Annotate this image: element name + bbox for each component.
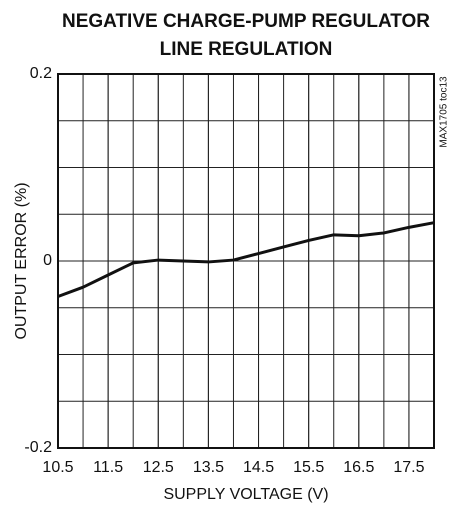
x-tick-label: 13.5 [193,459,224,476]
x-tick-label: 16.5 [343,459,374,476]
chart-title: NEGATIVE CHARGE-PUMP REGULATOR [62,11,430,32]
data-line [57,221,435,298]
y-axis-label: OUTPUT ERROR (%) [13,182,30,339]
y-tick-label: 0.2 [30,65,52,82]
x-tick-label: 12.5 [143,459,174,476]
annotation: MAX1705 toc13 [439,76,450,148]
x-tick-label: 10.5 [42,459,73,476]
x-tick-label: 11.5 [93,459,123,476]
y-tick-label: -0.2 [24,439,52,456]
chart-title: LINE REGULATION [160,39,333,60]
y-tick-label: 0 [43,252,52,269]
x-tick-label: 15.5 [293,459,324,476]
x-tick-label: 17.5 [393,459,424,476]
x-tick-label: 14.5 [243,459,274,476]
x-axis-label: SUPPLY VOLTAGE (V) [163,486,328,503]
plot-frame [57,73,435,449]
